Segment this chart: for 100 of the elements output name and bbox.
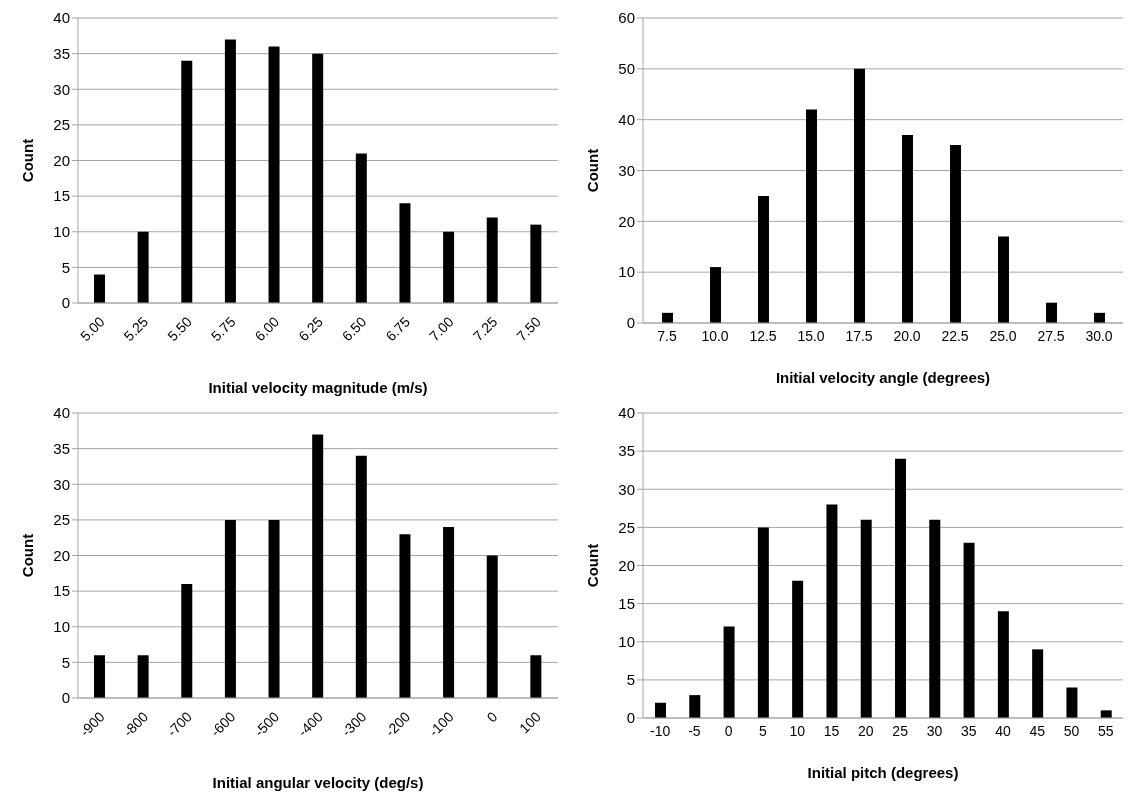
x-tick-label: 50	[1063, 722, 1080, 739]
x-tick-label: -300	[338, 708, 370, 740]
x-tick-label: 0	[724, 722, 733, 739]
x-tick-label: -700	[163, 708, 196, 740]
bar	[137, 655, 149, 698]
x-axis-title: Initial velocity magnitude (m/s)	[208, 379, 428, 396]
y-tick-label: 60	[618, 9, 635, 27]
bar	[486, 555, 498, 698]
bar	[530, 655, 542, 698]
y-tick-label: 15	[53, 582, 70, 600]
bar	[224, 39, 236, 303]
y-tick-label: 35	[618, 442, 635, 460]
bar	[486, 217, 498, 303]
bar	[723, 626, 735, 718]
y-tick-label: 0	[61, 294, 70, 312]
x-tick-label: 45	[1029, 722, 1046, 739]
y-axis-title: Count	[584, 148, 602, 193]
bar	[181, 584, 193, 698]
y-tick-label: 30	[618, 480, 635, 498]
x-tick-label: 15.0	[797, 327, 825, 344]
bar	[1066, 687, 1078, 718]
bar	[758, 195, 769, 323]
bar	[399, 534, 411, 698]
x-tick-label: -400	[294, 708, 326, 740]
x-tick-label: 22.5	[941, 327, 969, 344]
bar	[312, 53, 324, 303]
y-tick-label: 40	[618, 110, 635, 128]
y-tick-label: 5	[61, 258, 70, 276]
x-axis-title: Initial velocity angle (degrees)	[775, 369, 991, 386]
bar	[137, 231, 149, 303]
y-tick-label: 0	[61, 689, 70, 707]
y-tick-label: 35	[53, 439, 70, 457]
y-tick-label: 15	[53, 187, 70, 205]
bar	[710, 267, 721, 323]
y-tick-label: 40	[53, 9, 70, 27]
bar	[826, 504, 838, 718]
x-tick-label: 25.0	[989, 327, 1017, 344]
x-tick-label: 27.5	[1037, 327, 1065, 344]
x-axis-title: Initial pitch (degrees)	[807, 764, 959, 781]
y-tick-label: 20	[618, 212, 635, 230]
x-tick-label: -5	[688, 722, 701, 739]
y-tick-label: 10	[618, 263, 635, 281]
y-tick-label: 20	[618, 556, 635, 574]
bar	[854, 68, 865, 323]
bar	[355, 455, 367, 698]
x-axis-title: Initial angular velocity (deg/s)	[212, 774, 424, 791]
bar	[224, 519, 236, 698]
y-tick-label: 5	[626, 671, 635, 689]
bar	[950, 145, 961, 323]
x-tick-label: 20	[858, 722, 874, 739]
bar	[806, 109, 817, 323]
bar	[443, 527, 455, 698]
bar	[268, 46, 280, 303]
bar	[312, 434, 324, 698]
x-tick-label: 7.5	[657, 327, 677, 344]
bar	[902, 134, 913, 323]
x-tick-label: 7.50	[513, 313, 545, 345]
x-tick-label: 10	[789, 722, 806, 739]
bar	[963, 542, 975, 718]
bar	[94, 655, 105, 698]
x-tick-label: 10.0	[701, 327, 729, 344]
bar	[655, 702, 666, 718]
y-axis-title: Count	[19, 533, 37, 578]
y-tick-label: 10	[53, 223, 70, 241]
bar	[530, 224, 542, 303]
y-tick-label: 20	[53, 546, 70, 564]
bar	[1100, 710, 1112, 718]
y-tick-label: 20	[53, 151, 70, 169]
x-tick-label: -900	[76, 708, 108, 740]
x-tick-label: 12.5	[749, 327, 777, 344]
bar	[792, 580, 804, 718]
bar	[689, 695, 701, 718]
x-tick-label: 30.0	[1085, 327, 1113, 344]
x-tick-label: 25	[892, 722, 909, 739]
y-tick-label: 30	[618, 161, 635, 179]
x-tick-label: -10	[650, 722, 671, 739]
y-axis-title: Count	[584, 543, 602, 588]
x-tick-label: 20.0	[893, 327, 921, 344]
bar	[355, 153, 367, 303]
y-tick-label: 15	[618, 594, 635, 612]
x-tick-label: 35	[960, 722, 977, 739]
y-tick-label: 25	[618, 518, 635, 536]
bar	[268, 519, 280, 698]
y-tick-label: 5	[61, 653, 70, 671]
y-tick-label: 30	[53, 80, 70, 98]
bar	[1046, 302, 1057, 323]
x-tick-label: 55	[1098, 722, 1114, 739]
x-tick-label: -200	[381, 708, 414, 740]
bar	[757, 527, 769, 718]
y-tick-label: 35	[53, 44, 70, 62]
bar	[399, 203, 411, 303]
x-tick-label: 7.00	[426, 313, 457, 345]
y-tick-label: 50	[618, 60, 635, 78]
x-tick-label: 15	[823, 722, 840, 739]
x-tick-label: -500	[251, 708, 283, 740]
bar	[443, 231, 455, 303]
x-tick-label: 0	[483, 708, 501, 726]
x-tick-label: 100	[516, 708, 545, 737]
bar	[1032, 649, 1044, 718]
x-tick-label: 30	[926, 722, 943, 739]
